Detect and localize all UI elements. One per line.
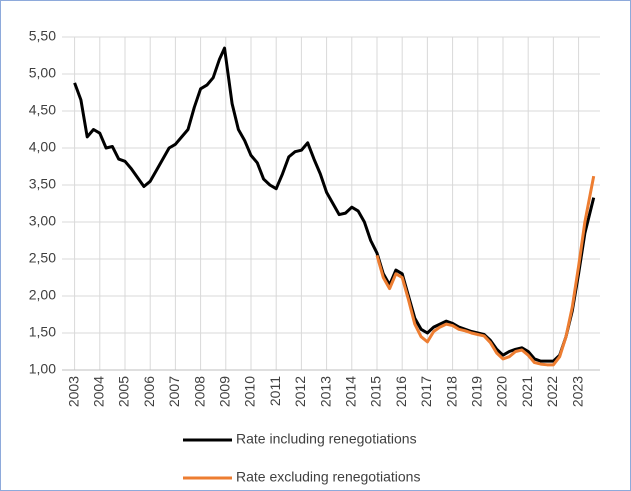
x-tick-label: 2006 (141, 376, 157, 407)
series-line (375, 175, 596, 367)
x-tick-label: 2005 (116, 376, 132, 407)
x-tick-label: 2003 (65, 376, 81, 407)
x-tick-label: 2017 (418, 376, 434, 407)
x-tick-label: 2018 (443, 376, 459, 407)
x-tick-label: 2014 (342, 376, 358, 407)
y-tick-label: 1,00 (29, 361, 56, 377)
series-line (73, 46, 596, 363)
x-tick-label: 2004 (91, 376, 107, 407)
x-tick-label: 2009 (216, 376, 232, 407)
x-tick-label: 2021 (519, 376, 535, 407)
x-tick-label: 2007 (166, 376, 182, 407)
y-tick-label: 3,50 (29, 176, 56, 192)
x-tick-label: 2010 (242, 376, 258, 407)
x-tick-label: 2020 (494, 376, 510, 407)
x-tick-label: 2012 (292, 376, 308, 407)
y-tick-label: 1,50 (29, 324, 56, 340)
x-tick-label: 2016 (393, 376, 409, 407)
y-tick-label: 3,00 (29, 213, 56, 229)
legend-label: Rate including renegotiations (236, 431, 417, 447)
y-tick-label: 5,50 (29, 28, 56, 44)
y-tick-label: 5,00 (29, 65, 56, 81)
y-tick-label: 4,50 (29, 102, 56, 118)
x-tick-label: 2015 (368, 376, 384, 407)
y-tick-label: 4,00 (29, 139, 56, 155)
x-tick-label: 2019 (468, 376, 484, 407)
y-tick-label: 2,00 (29, 287, 56, 303)
x-tick-label: 2022 (544, 376, 560, 407)
y-tick-label: 2,50 (29, 250, 56, 266)
x-tick-label: 2008 (191, 376, 207, 407)
x-tick-label: 2013 (317, 376, 333, 407)
legend-label: Rate excluding renegotiations (236, 469, 420, 485)
x-tick-label: 2011 (267, 376, 283, 406)
x-tick-label: 2023 (569, 376, 585, 407)
